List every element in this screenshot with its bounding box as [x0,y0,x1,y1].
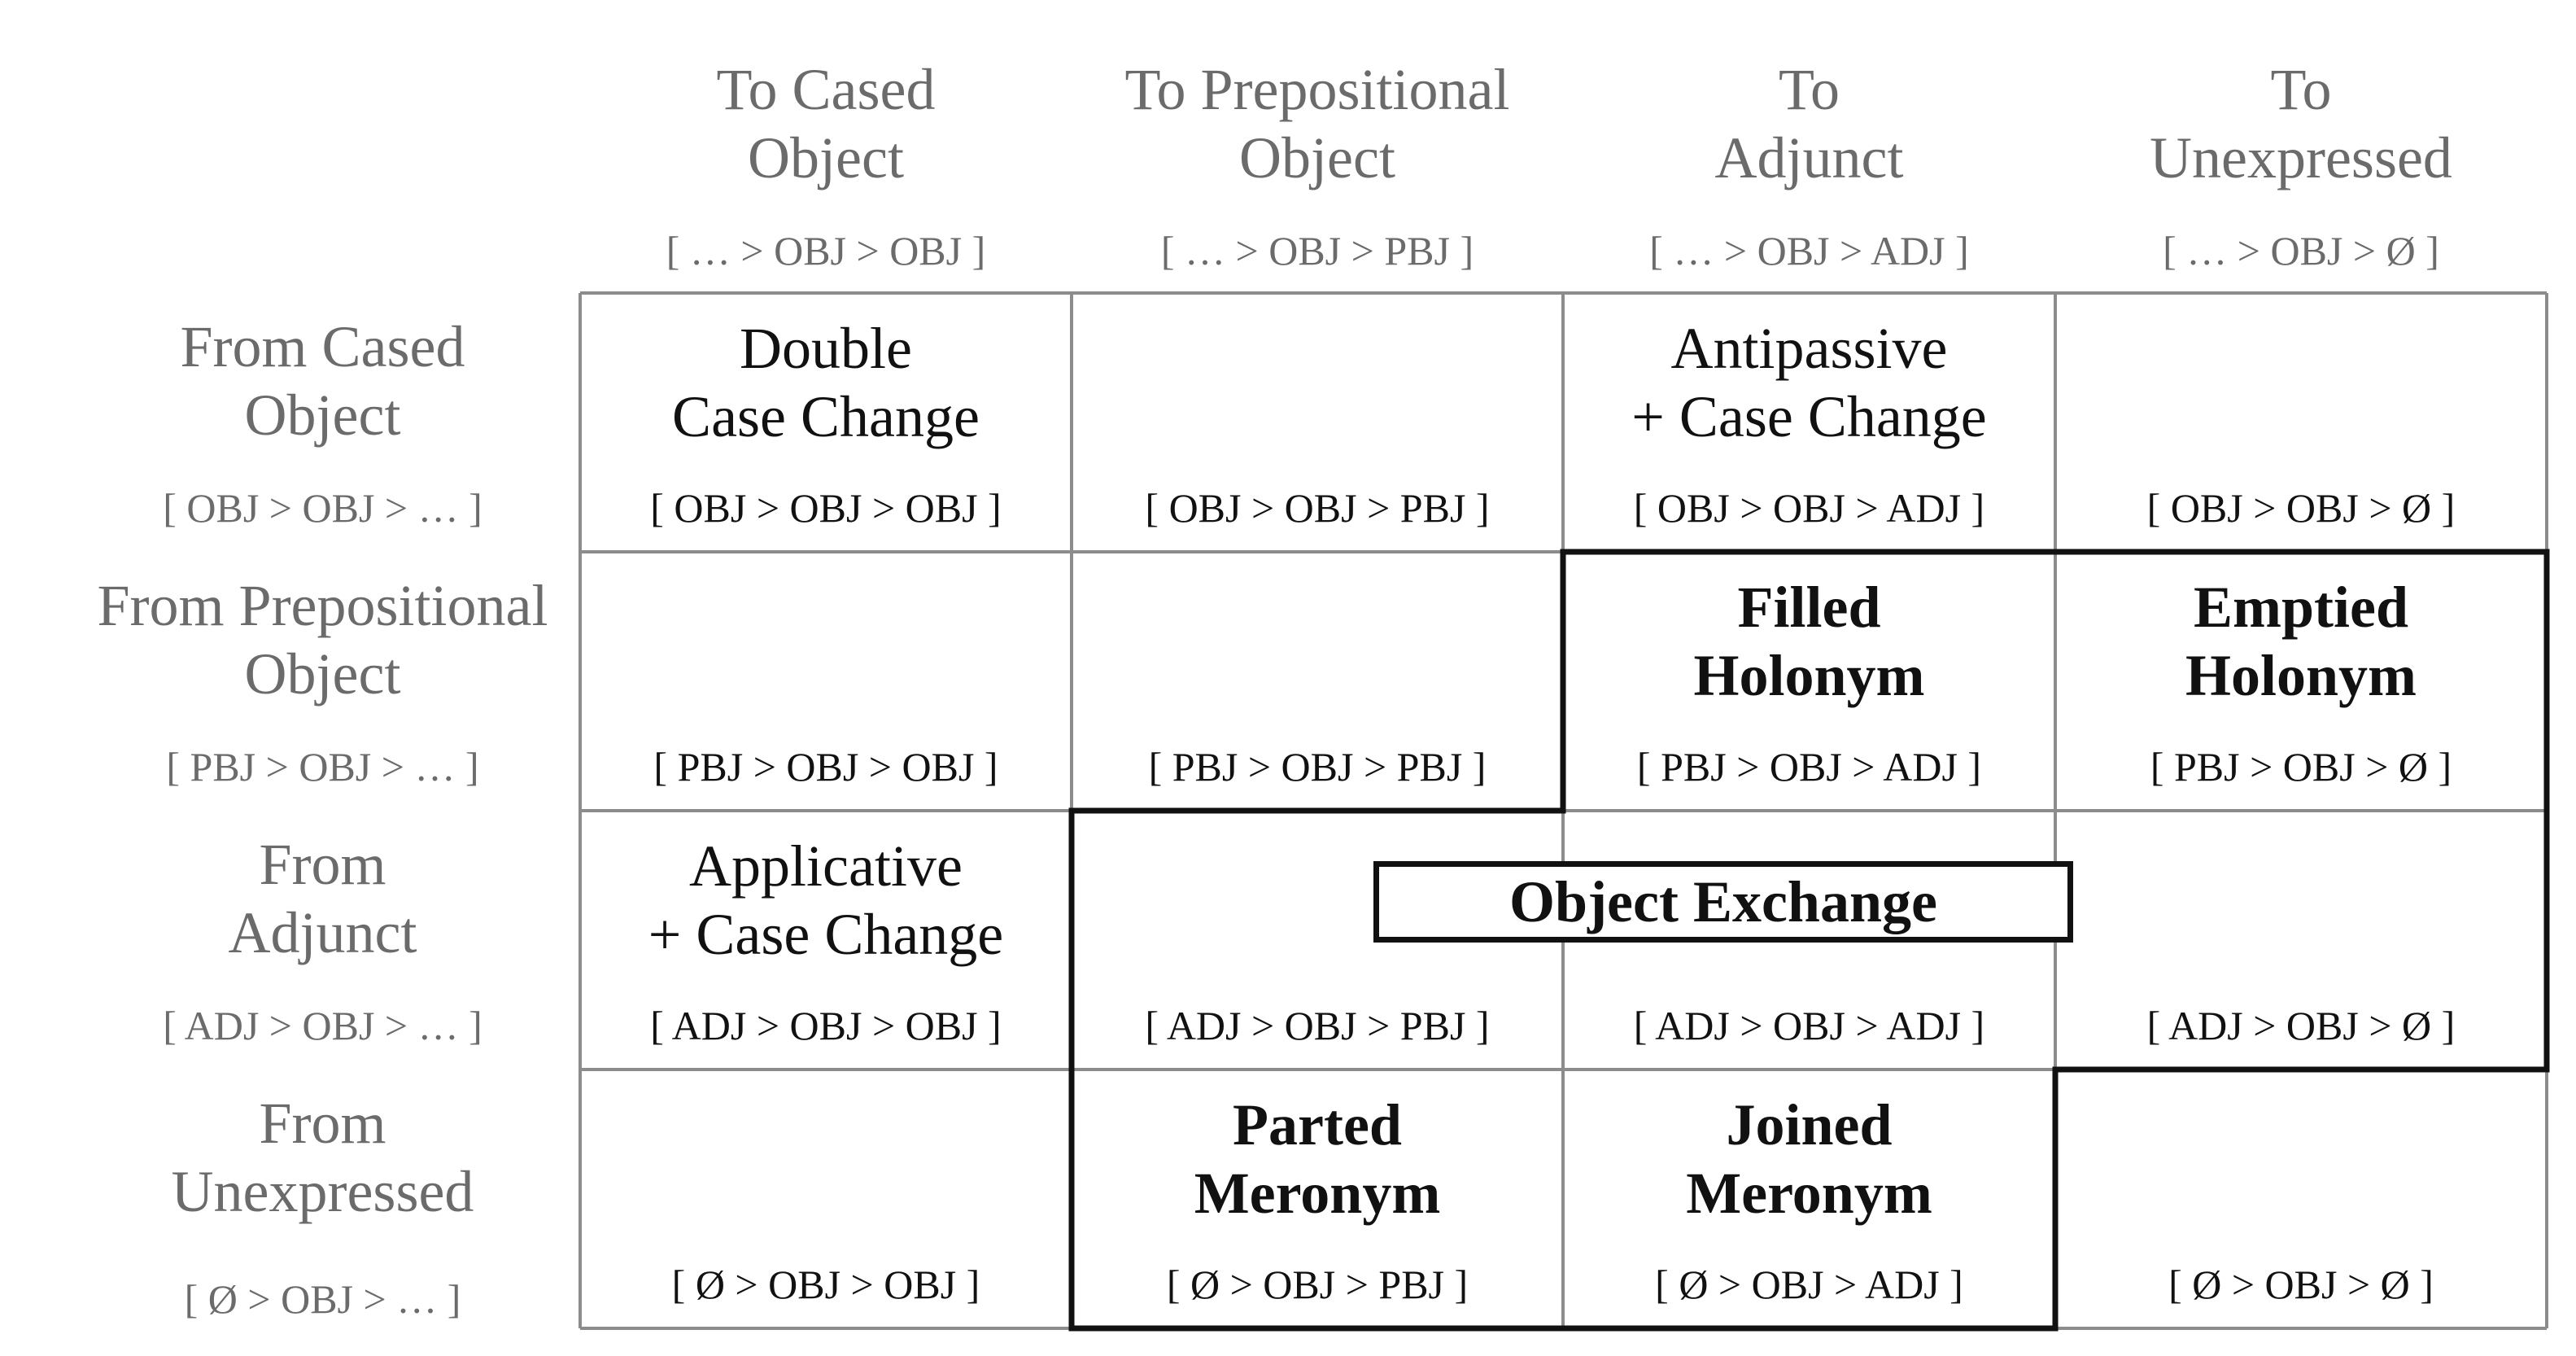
cell-label-antipassive-case-change: Antipassive + Case Change [1631,316,1987,449]
row-pattern-unexpressed: [ Ø > OBJ > … ] [184,1276,461,1322]
row-pattern-prepositional: [ PBJ > OBJ > … ] [166,744,479,790]
row-header-unexpressed: From Unexpressed [171,1091,474,1224]
cell-label-filled-holonym: Filled Holonym [1693,575,1925,708]
cell-formula: [ PBJ > OBJ > ADJ ] [1636,744,1982,790]
cell-formula: [ OBJ > OBJ > PBJ ] [1145,485,1490,531]
cell-label-applicative-case-change: Applicative + Case Change [648,833,1004,967]
cell-label-double-case-change: Double Case Change [672,316,980,449]
row-header-prepositional: From Prepositional Object [97,573,548,706]
col-pattern-cased: [ … > OBJ > OBJ ] [666,228,986,273]
cell-formula: [ PBJ > OBJ > Ø ] [2150,744,2452,790]
col-header-adjunct: To Adjunct [1714,57,1904,190]
cell-formula: [ OBJ > OBJ > Ø ] [2146,485,2456,531]
cell-label-joined-meronym: Joined Meronym [1686,1092,1932,1226]
cell-formula: [ ADJ > OBJ > PBJ ] [1145,1003,1490,1048]
cell-formula: [ PBJ > OBJ > OBJ ] [653,744,998,790]
col-header-unexpressed: To Unexpressed [2150,57,2452,190]
cell-formula: [ Ø > OBJ > ADJ ] [1655,1262,1963,1307]
object-exchange-text: Object Exchange [1509,868,1937,934]
cell-formula: [ ADJ > OBJ > OBJ ] [650,1003,1002,1048]
cell-formula: [ ADJ > OBJ > Ø ] [2146,1003,2456,1048]
row-header-cased: From Cased Object [180,314,465,448]
row-header-adjunct: From Adjunct [228,832,417,965]
cell-formula: [ Ø > OBJ > OBJ ] [671,1262,980,1307]
col-pattern-unexpressed: [ … > OBJ > Ø ] [2163,228,2439,273]
col-pattern-adjunct: [ … > OBJ > ADJ ] [1649,228,1969,273]
col-header-cased: To Cased Object [716,57,936,190]
cell-formula: [ Ø > OBJ > PBJ ] [1166,1262,1469,1307]
row-pattern-adjunct: [ ADJ > OBJ > … ] [163,1003,482,1048]
cell-label-emptied-holonym: Emptied Holonym [2185,575,2417,708]
cell-formula: [ OBJ > OBJ > OBJ ] [650,485,1002,531]
cell-label-parted-meronym: Parted Meronym [1194,1092,1441,1226]
col-header-prepositional: To Prepositional Object [1124,57,1510,190]
cell-formula: [ ADJ > OBJ > ADJ ] [1633,1003,1985,1048]
object-exchange-label: Object Exchange [1373,861,2073,943]
cell-formula: [ Ø > OBJ > Ø ] [2168,1262,2434,1307]
col-pattern-prepositional: [ … > OBJ > PBJ ] [1160,228,1474,273]
row-pattern-cased: [ OBJ > OBJ > … ] [163,485,482,531]
cell-formula: [ OBJ > OBJ > ADJ ] [1633,485,1985,531]
highlight-region-border [1068,549,2550,1332]
cell-formula: [ PBJ > OBJ > PBJ ] [1148,744,1487,790]
